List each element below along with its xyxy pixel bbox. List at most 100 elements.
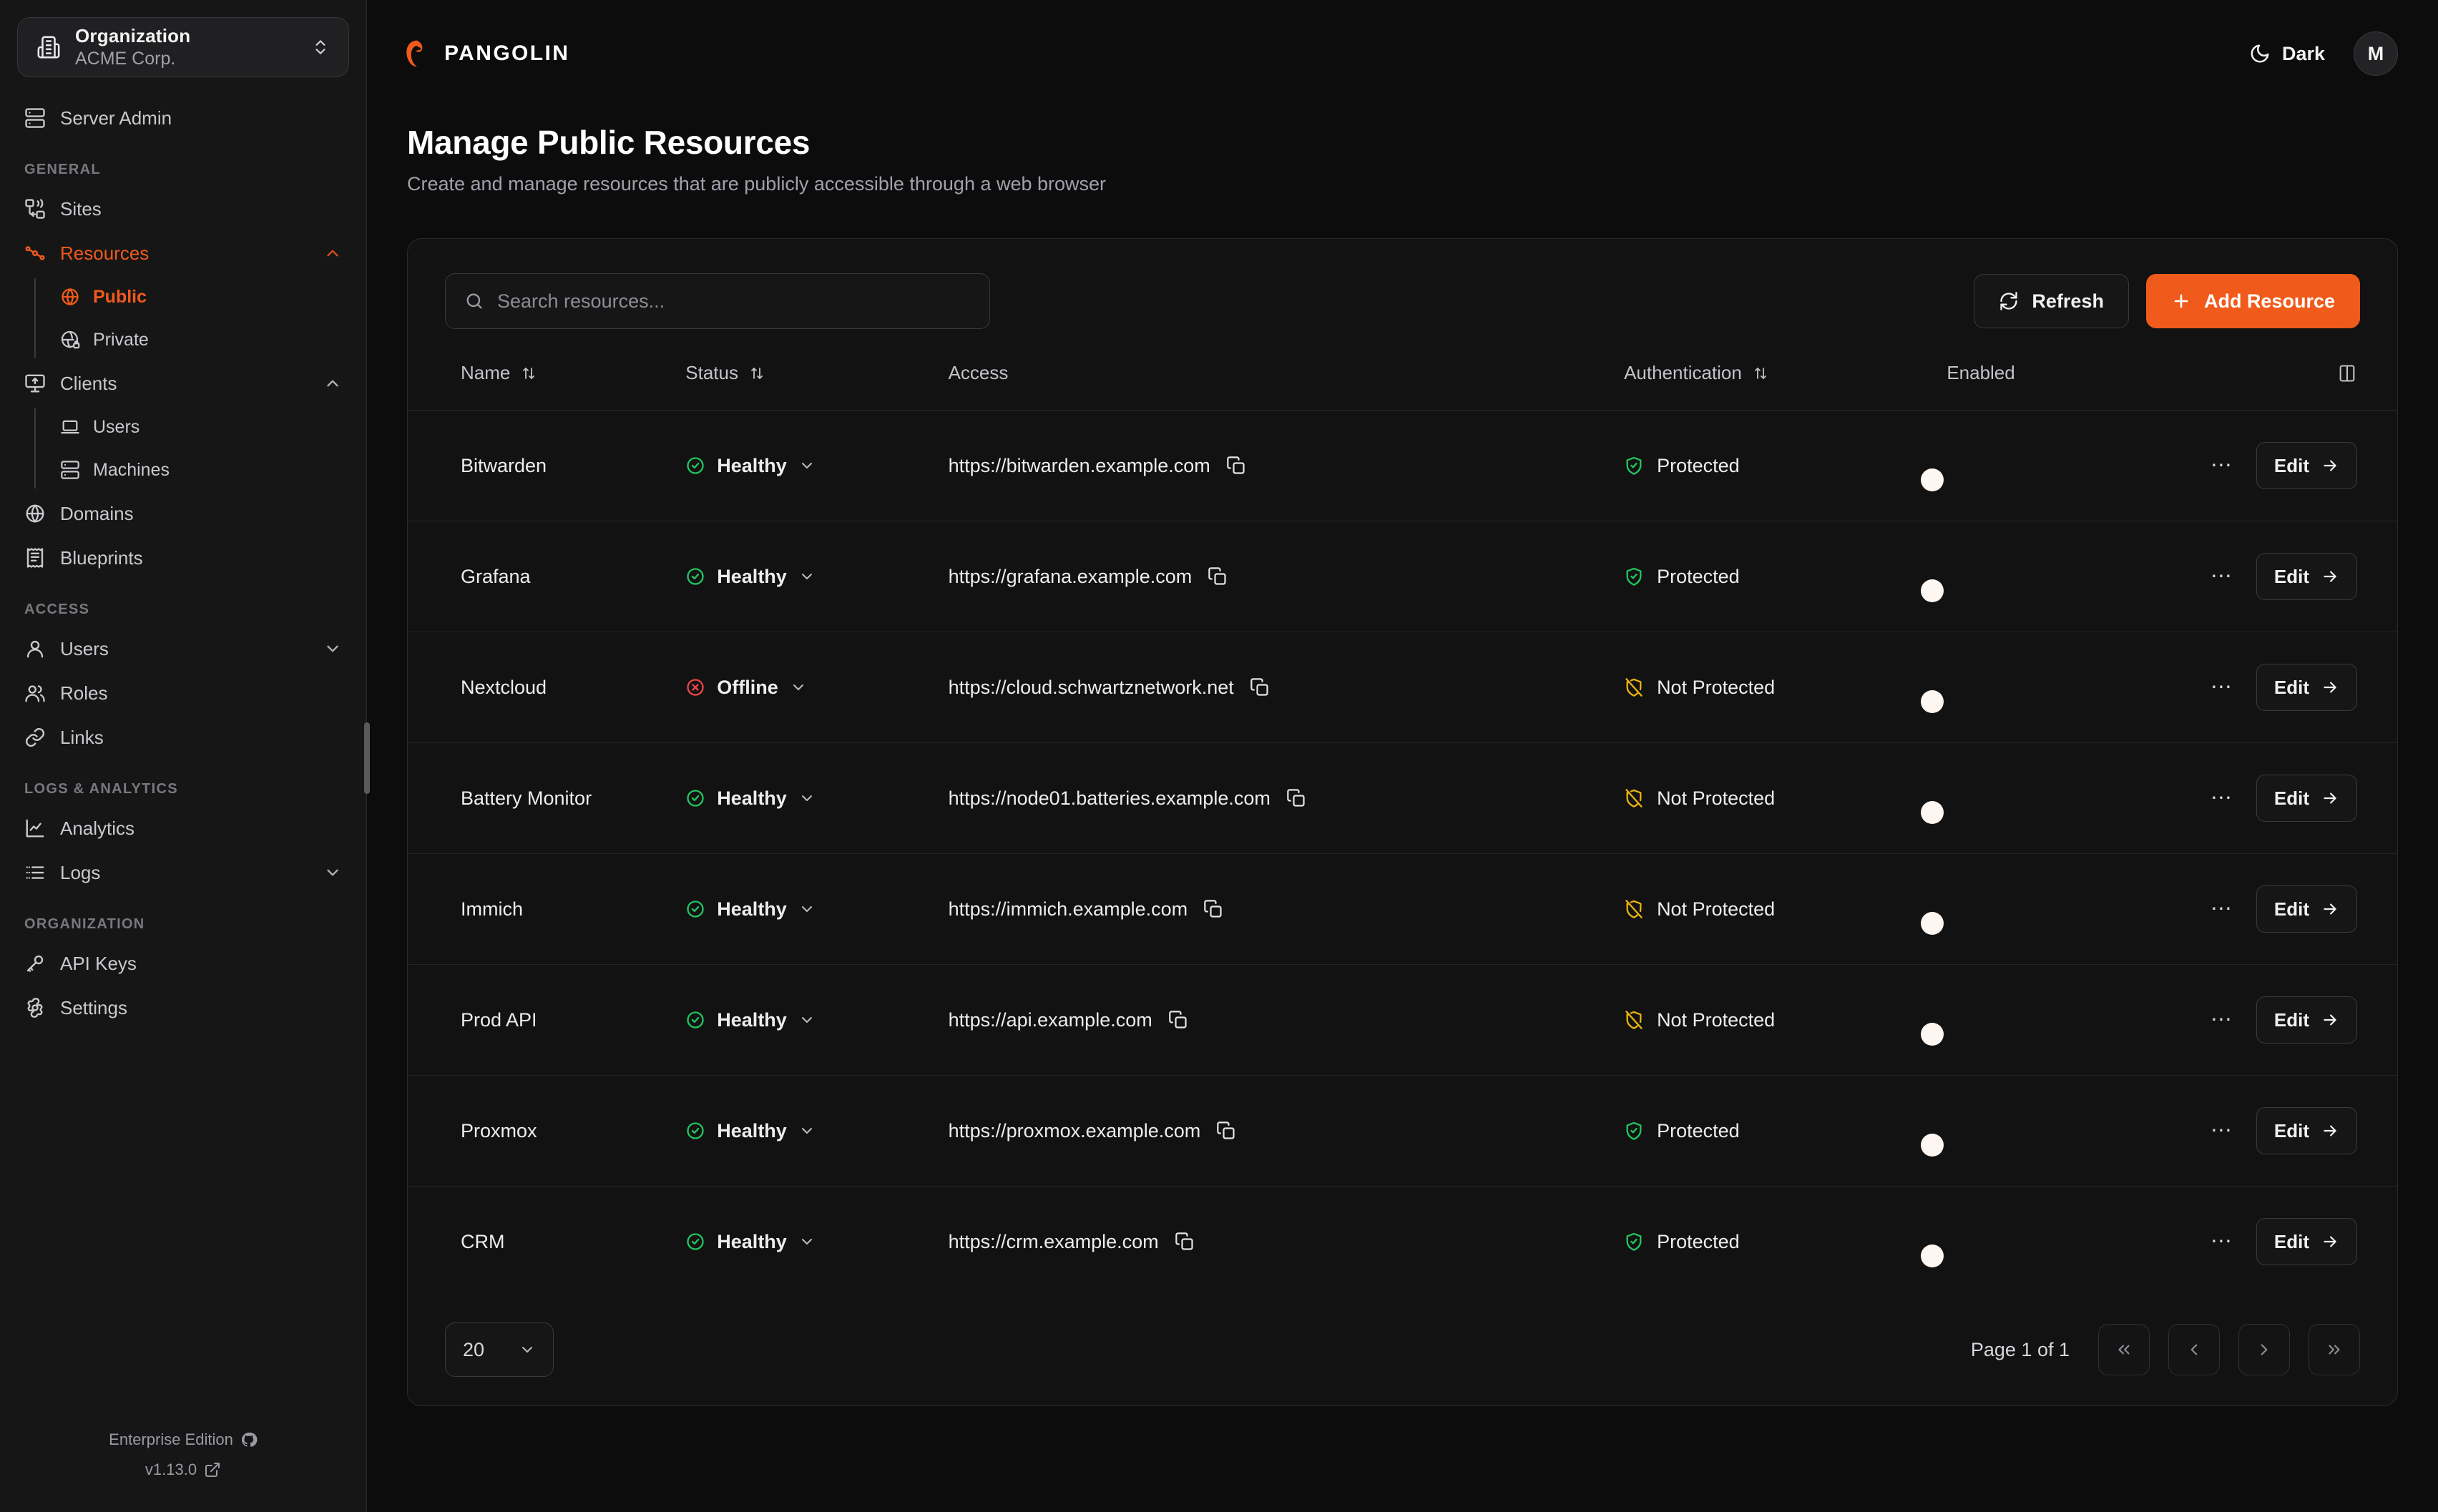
- sidebar-item-users[interactable]: Users: [13, 627, 353, 671]
- edit-button[interactable]: Edit: [2256, 553, 2357, 600]
- copy-icon[interactable]: [1175, 1232, 1195, 1252]
- chevron-down-icon[interactable]: [798, 900, 816, 918]
- sidebar-item-logs[interactable]: Logs: [13, 850, 353, 895]
- sidebar-item-server-admin[interactable]: Server Admin: [13, 96, 353, 140]
- sort-icon[interactable]: [520, 365, 537, 382]
- add-resource-button[interactable]: Add Resource: [2145, 274, 2360, 328]
- search-box[interactable]: [445, 273, 990, 329]
- ellipsis-icon[interactable]: ⋯: [2210, 564, 2233, 588]
- access-url[interactable]: https://bitwarden.example.com: [948, 454, 1210, 476]
- first-page-button[interactable]: [2098, 1324, 2150, 1375]
- sidebar-item-public[interactable]: Public: [50, 275, 353, 318]
- chevron-down-icon[interactable]: [790, 679, 807, 696]
- sidebar-item-resources[interactable]: Resources: [13, 231, 353, 275]
- sidebar-item-sites[interactable]: Sites: [13, 187, 353, 231]
- avatar[interactable]: M: [2354, 31, 2398, 76]
- access-url[interactable]: https://proxmox.example.com: [948, 1119, 1201, 1142]
- sidebar-item-private[interactable]: Private: [50, 318, 353, 361]
- ellipsis-icon[interactable]: ⋯: [2210, 675, 2233, 699]
- status-badge[interactable]: Healthy: [685, 455, 948, 477]
- access-url[interactable]: https://api.example.com: [948, 1008, 1152, 1031]
- chevron-down-icon[interactable]: [323, 863, 342, 882]
- status-badge[interactable]: Healthy: [685, 1231, 948, 1253]
- sidebar-item-api-keys[interactable]: API Keys: [13, 941, 353, 986]
- edit-button[interactable]: Edit: [2256, 775, 2357, 822]
- version-row[interactable]: v1.13.0: [0, 1455, 366, 1485]
- chevron-down-icon[interactable]: [798, 790, 816, 807]
- next-page-button[interactable]: [2238, 1324, 2290, 1375]
- chevron-down-icon[interactable]: [798, 1011, 816, 1029]
- ellipsis-icon[interactable]: ⋯: [2210, 1119, 2233, 1142]
- copy-icon[interactable]: [1286, 788, 1306, 808]
- chevron-down-icon[interactable]: [798, 1233, 816, 1250]
- chevron-down-icon[interactable]: [323, 639, 342, 658]
- access-url[interactable]: https://cloud.schwartznetwork.net: [948, 676, 1234, 698]
- chevron-down-icon[interactable]: [798, 1122, 816, 1139]
- copy-icon[interactable]: [1208, 566, 1228, 586]
- sidebar-item-domains[interactable]: Domains: [13, 491, 353, 536]
- sidebar-item-links[interactable]: Links: [13, 715, 353, 760]
- sidebar-item-machines[interactable]: Machines: [50, 448, 353, 491]
- sidebar-item-analytics[interactable]: Analytics: [13, 806, 353, 850]
- chevron-up-icon[interactable]: [323, 244, 342, 262]
- edition-row[interactable]: Enterprise Edition: [0, 1425, 366, 1455]
- ellipsis-icon[interactable]: ⋯: [2210, 453, 2233, 477]
- ellipsis-icon[interactable]: ⋯: [2210, 1229, 2233, 1253]
- ellipsis-icon[interactable]: ⋯: [2210, 1008, 2233, 1031]
- ellipsis-icon[interactable]: ⋯: [2210, 786, 2233, 810]
- org-switcher[interactable]: Organization ACME Corp.: [17, 17, 349, 77]
- theme-toggle[interactable]: Dark: [2249, 43, 2325, 65]
- status-badge[interactable]: Healthy: [685, 787, 948, 810]
- sidebar-item-blueprints[interactable]: Blueprints: [13, 536, 353, 580]
- sort-icon[interactable]: [748, 365, 765, 382]
- table-row[interactable]: CRM Healthy https://crm.example.com Prot…: [408, 1187, 2397, 1297]
- status-badge[interactable]: Healthy: [685, 898, 948, 921]
- status-badge[interactable]: Healthy: [685, 566, 948, 588]
- edit-button[interactable]: Edit: [2256, 885, 2357, 933]
- sidebar-item-clients[interactable]: Clients: [13, 361, 353, 406]
- table-row[interactable]: Nextcloud Offline https://cloud.schwartz…: [408, 632, 2397, 743]
- access-url[interactable]: https://node01.batteries.example.com: [948, 787, 1271, 809]
- edit-button[interactable]: Edit: [2256, 1107, 2357, 1154]
- sidebar-item-client-users[interactable]: Users: [50, 406, 353, 448]
- ellipsis-icon[interactable]: ⋯: [2210, 897, 2233, 921]
- github-icon[interactable]: [240, 1431, 258, 1448]
- copy-icon[interactable]: [1168, 1010, 1188, 1030]
- table-row[interactable]: Immich Healthy https://immich.example.co…: [408, 853, 2397, 965]
- copy-icon[interactable]: [1226, 456, 1246, 476]
- table-row[interactable]: Prod API Healthy https://api.example.com…: [408, 964, 2397, 1076]
- brand[interactable]: PANGOLIN: [401, 38, 569, 69]
- edit-button[interactable]: Edit: [2256, 996, 2357, 1044]
- sort-icon[interactable]: [1752, 365, 1769, 382]
- table-row[interactable]: Bitwarden Healthy https://bitwarden.exam…: [408, 410, 2397, 521]
- copy-icon[interactable]: [1216, 1121, 1236, 1141]
- chevron-up-icon[interactable]: [323, 374, 342, 393]
- table-row[interactable]: Grafana Healthy https://grafana.example.…: [408, 521, 2397, 632]
- column-header-authentication[interactable]: Authentication: [1624, 353, 1947, 411]
- sidebar-item-settings[interactable]: Settings: [13, 986, 353, 1030]
- copy-icon[interactable]: [1203, 899, 1223, 919]
- edit-button[interactable]: Edit: [2256, 1218, 2357, 1265]
- page-size-select[interactable]: 20: [445, 1322, 554, 1377]
- chevron-down-icon[interactable]: [798, 568, 816, 585]
- column-header-name[interactable]: Name: [408, 353, 686, 411]
- edit-button[interactable]: Edit: [2256, 664, 2357, 711]
- last-page-button[interactable]: [2309, 1324, 2360, 1375]
- column-header-status[interactable]: Status: [685, 353, 949, 411]
- status-badge[interactable]: Healthy: [685, 1120, 948, 1142]
- chevrons-up-down-icon[interactable]: [311, 38, 330, 57]
- access-url[interactable]: https://immich.example.com: [948, 898, 1188, 920]
- table-row[interactable]: Proxmox Healthy https://proxmox.example.…: [408, 1075, 2397, 1187]
- refresh-button[interactable]: Refresh: [1974, 274, 2129, 328]
- prev-page-button[interactable]: [2168, 1324, 2220, 1375]
- table-row[interactable]: Battery Monitor Healthy https://node01.b…: [408, 742, 2397, 854]
- external-link-icon[interactable]: [204, 1461, 221, 1478]
- status-badge[interactable]: Healthy: [685, 1009, 948, 1031]
- copy-icon[interactable]: [1250, 677, 1270, 697]
- chevron-down-icon[interactable]: [798, 457, 816, 474]
- search-input[interactable]: [497, 290, 971, 313]
- sidebar-scrollbar[interactable]: [364, 722, 370, 794]
- sidebar-item-roles[interactable]: Roles: [13, 671, 353, 715]
- columns-toggle-icon[interactable]: [2337, 363, 2357, 383]
- access-url[interactable]: https://grafana.example.com: [948, 565, 1193, 587]
